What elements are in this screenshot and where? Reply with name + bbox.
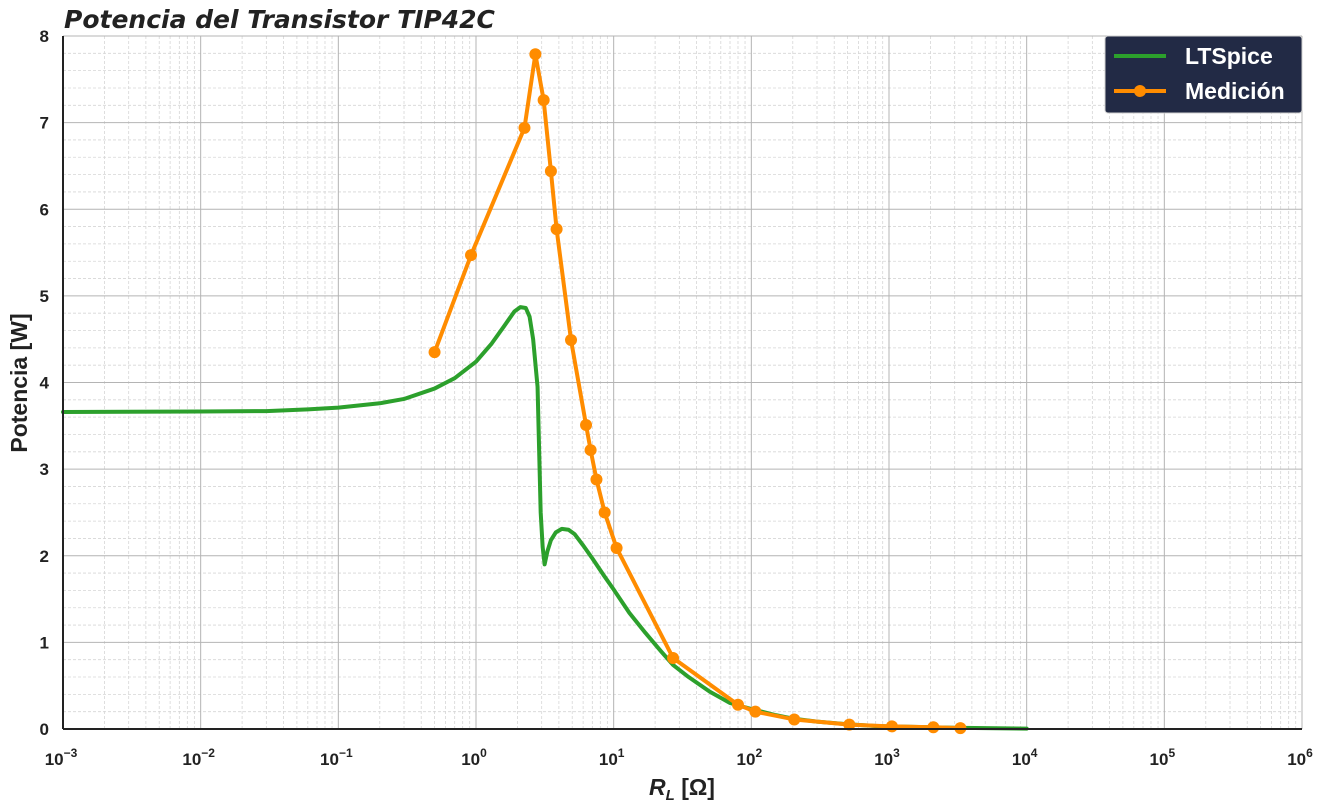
y-tick-label: 6 — [40, 200, 49, 219]
x-axis-label-unit: [Ω] — [675, 774, 715, 800]
data-point-medici-n — [843, 718, 856, 731]
chart-title: Potencia del Transistor TIP42C — [64, 5, 496, 34]
data-point-medici-n — [749, 705, 762, 718]
x-axis-label: RL [Ω] — [649, 774, 715, 804]
legend-label-ltspice: LTSpice — [1185, 43, 1273, 69]
data-point-medici-n — [580, 418, 593, 431]
series-line-medici-n — [432, 52, 963, 731]
data-point-medici-n — [590, 473, 603, 486]
major-grid — [62, 35, 1303, 730]
y-tick-labels: 0 1 2 3 4 5 6 7 8 — [40, 27, 50, 739]
data-point-medici-n — [885, 720, 898, 733]
x-tick-label: 10−1 — [320, 746, 353, 769]
data-point-medici-n — [667, 651, 680, 664]
data-point-medici-n — [584, 444, 597, 457]
x-tick-label: 10−2 — [182, 746, 215, 769]
data-point-medici-n — [550, 223, 563, 236]
legend: LTSpice Medición — [1104, 35, 1303, 114]
data-point-medici-n — [731, 698, 744, 711]
x-tick-label: 101 — [599, 746, 625, 769]
x-axis-label-sub: L — [666, 787, 675, 804]
y-tick-label: 1 — [40, 633, 49, 652]
legend-label-medicion: Medición — [1185, 78, 1285, 104]
data-point-medici-n — [428, 346, 441, 359]
x-tick-label: 10−3 — [45, 746, 78, 769]
data-point-medici-n — [518, 121, 531, 134]
x-tick-labels: 10−3 10−2 10−1 100 101 102 103 104 105 106 — [45, 746, 1313, 769]
data-point-medici-n — [610, 541, 623, 554]
y-tick-label: 4 — [40, 374, 50, 393]
data-point-medici-n — [788, 713, 801, 726]
y-tick-label: 7 — [40, 114, 49, 133]
data-point-medici-n — [927, 721, 940, 734]
x-tick-label: 104 — [1012, 746, 1038, 769]
y-tick-label: 8 — [40, 27, 49, 46]
plot-series — [61, 48, 1029, 735]
y-tick-label: 2 — [40, 547, 49, 566]
data-point-medici-n — [544, 165, 557, 178]
y-tick-label: 0 — [40, 720, 49, 739]
data-point-medici-n — [537, 94, 550, 107]
x-tick-label: 102 — [737, 746, 763, 769]
data-point-medici-n — [598, 506, 611, 519]
x-tick-label: 106 — [1287, 746, 1313, 769]
x-tick-label: 100 — [461, 746, 487, 769]
data-point-medici-n — [465, 249, 478, 262]
series-line-ltspice — [61, 305, 1029, 731]
y-axis-label: Potencia [W] — [6, 313, 32, 452]
legend-marker-medicion — [1134, 85, 1146, 97]
y-tick-label: 5 — [40, 287, 49, 306]
x-tick-label: 105 — [1150, 746, 1176, 769]
y-tick-label: 3 — [40, 460, 49, 479]
data-point-medici-n — [565, 334, 578, 347]
x-axis-label-main: R — [649, 774, 666, 800]
x-tick-label: 103 — [874, 746, 900, 769]
data-point-medici-n — [529, 48, 542, 61]
